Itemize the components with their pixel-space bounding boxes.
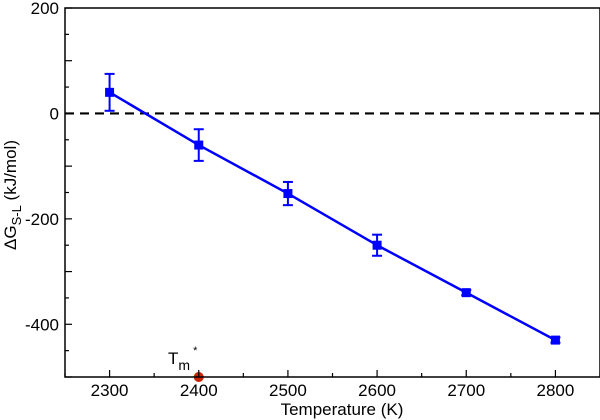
y-tick-label: 200: [31, 0, 59, 18]
x-tick-label: 2800: [537, 381, 575, 400]
y-axis-label-prefix: ΔG: [1, 225, 20, 250]
x-tick-label: 2600: [358, 381, 396, 400]
x-tick-label: 2400: [180, 381, 218, 400]
data-point: [194, 140, 204, 150]
x-tick-label: 2500: [269, 381, 307, 400]
y-axis-label-subscript: S-L: [9, 205, 24, 225]
data-point: [372, 240, 382, 250]
y-axis-label-suffix: (kJ/mol): [1, 140, 20, 205]
tm-annotation-label: Tm*: [168, 345, 198, 373]
data-point: [283, 189, 293, 199]
tm-annotation-superscript: *: [193, 345, 198, 357]
y-tick-label: 0: [50, 104, 59, 123]
data-point: [105, 87, 115, 97]
tm-annotation-subscript: m: [178, 357, 190, 373]
data-point: [461, 288, 471, 298]
data-point: [550, 335, 560, 345]
y-tick-label: -200: [25, 210, 59, 229]
x-tick-label: 2700: [447, 381, 485, 400]
x-axis-label: Temperature (K): [281, 400, 404, 419]
x-tick-label: 2300: [91, 381, 129, 400]
series-line: [108, 91, 557, 342]
y-tick-label: -400: [25, 315, 59, 334]
tm-annotation-base: T: [168, 349, 178, 368]
y-axis-label: ΔGS-L (kJ/mol): [1, 140, 24, 250]
